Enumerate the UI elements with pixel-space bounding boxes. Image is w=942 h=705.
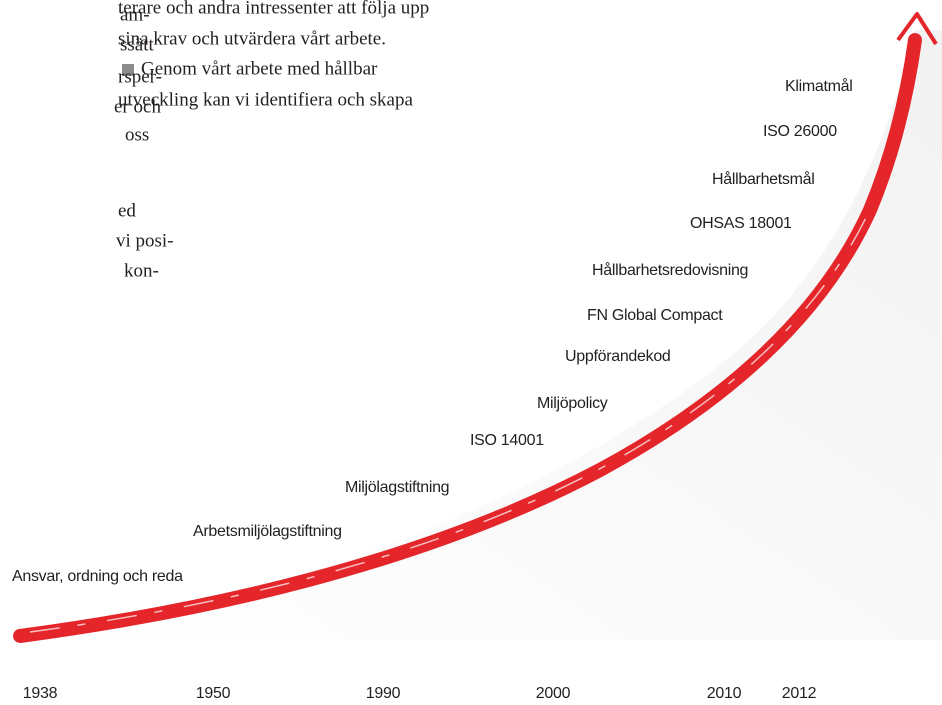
year-label: 2000	[536, 685, 571, 702]
year-label: 1990	[366, 685, 401, 702]
milestone-label: Hållbarhetsmål	[712, 170, 815, 188]
year-label: 1950	[196, 685, 231, 702]
left-text-line: vi posi-	[116, 230, 174, 251]
left-text-line: rsper-	[118, 66, 162, 87]
milestone-label: ISO 26000	[763, 123, 837, 140]
milestone-label: Klimatmål	[785, 77, 853, 95]
bullet	[122, 64, 134, 76]
milestone-label: ISO 14001	[470, 432, 544, 449]
milestone-label: FN Global Compact	[587, 307, 723, 324]
year-label: 2012	[782, 685, 817, 702]
left-text-line: ssätt	[120, 34, 155, 55]
milestone-label: Arbetsmiljölagstiftning	[193, 523, 342, 540]
left-text-line: ed	[118, 200, 136, 221]
arrow-stroke	[13, 33, 922, 643]
left-text-line: kon-	[124, 260, 159, 281]
left-text-line: er och	[114, 96, 161, 117]
milestone-label: Uppförandekod	[565, 348, 671, 365]
arrow-head	[896, 12, 938, 46]
milestone-label: Miljöpolicy	[537, 395, 608, 412]
background-shade	[20, 30, 942, 640]
left-text-line: oss	[125, 124, 149, 145]
milestone-label: OHSAS 18001	[690, 215, 792, 232]
middle-text-line: terare och andra intressenter att följa …	[118, 0, 429, 18]
middle-text-line: utveckling kan vi identifiera och skapa	[118, 89, 413, 110]
arrow-stroke-texture	[29, 204, 873, 633]
left-text-line: am-	[120, 4, 150, 25]
middle-text-line: Genom vårt arbete med hållbar	[141, 58, 378, 79]
year-label: 2010	[707, 685, 742, 702]
milestone-label: Miljölagstiftning	[345, 479, 449, 496]
milestone-label: Hållbarhetsredovisning	[592, 261, 748, 279]
middle-text-line: sina krav och utvärdera vårt arbete.	[118, 28, 386, 49]
year-label: 1938	[23, 685, 58, 702]
milestone-label: Ansvar, ordning och reda	[12, 568, 183, 585]
